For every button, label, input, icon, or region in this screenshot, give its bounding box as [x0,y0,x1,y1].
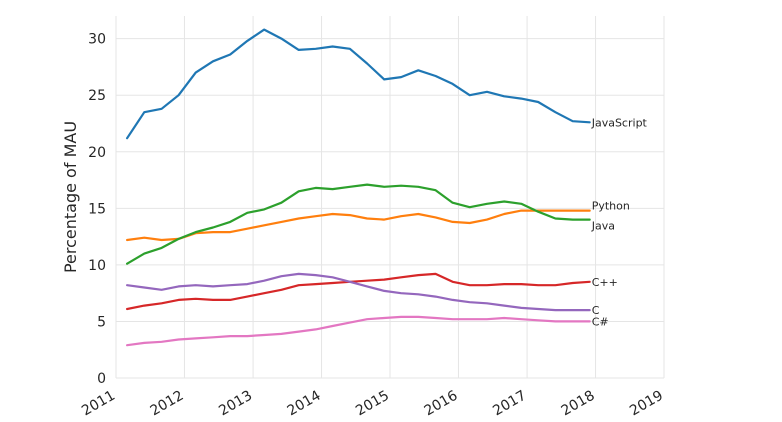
series-label-java: Java [591,220,615,233]
series-label-csharp: C# [592,315,609,328]
y-tick-label: 10 [88,258,106,274]
series-label-cpp: C++ [592,276,618,289]
y-axis-label: Percentage of MAU [61,121,80,273]
series-line-javascript [125,28,591,140]
x-tick-label: 2012 [148,388,187,420]
x-tick-label: 2015 [353,388,392,420]
y-tick-label: 5 [97,314,106,330]
series-lines [125,28,591,347]
series-label-python: Python [592,200,630,213]
y-axis-tick-labels: 0 5 10 15 20 25 30 [88,32,106,387]
y-tick-label: 30 [88,32,106,48]
series-line-cpp [125,272,591,311]
series-line-c [125,272,591,312]
series-line-java [125,183,591,265]
series-end-labels: JavaScript Python Java C++ CC# [591,116,648,328]
grid-lines [115,16,665,379]
y-tick-label: 0 [97,371,106,387]
y-tick-label: 20 [88,145,106,161]
series-line-python [125,209,591,242]
x-tick-label: 2018 [559,388,598,420]
series-line-csharp [125,315,591,347]
x-tick-label: 2019 [627,388,666,420]
y-tick-label: 25 [88,88,106,104]
series-label-c: C [592,304,600,317]
x-axis-tick-labels: 2011 2012 2013 2014 2015 2016 2017 2018 2019 [79,388,666,420]
x-tick-label: 2017 [490,388,529,420]
x-tick-label: 2011 [79,388,118,420]
x-tick-label: 2016 [422,388,461,420]
series-label-javascript: JavaScript [591,116,648,129]
y-tick-label: 15 [88,201,106,217]
x-tick-label: 2014 [285,388,324,420]
x-tick-label: 2013 [216,388,255,420]
